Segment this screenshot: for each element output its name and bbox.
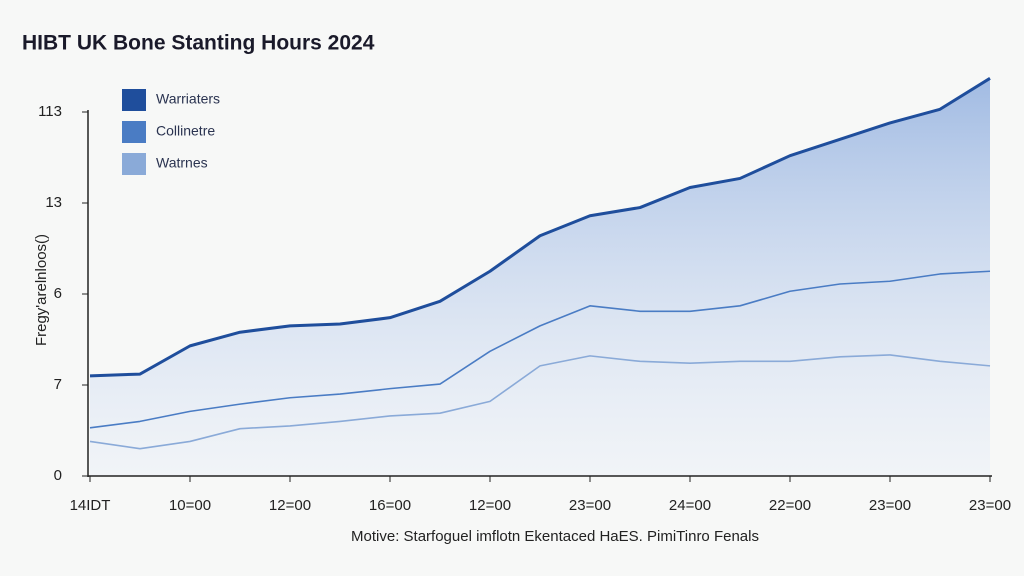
legend-label: Warriaters xyxy=(156,91,220,107)
series-line xyxy=(89,77,991,378)
y-tick-label: 13 xyxy=(45,194,62,211)
x-tick-label: 12=00 xyxy=(469,497,511,514)
x-tick-label: 14IDT xyxy=(70,497,111,514)
legend-swatch xyxy=(122,89,146,111)
chart-title: HIBT UK Bone Stanting Hours 2024 xyxy=(22,32,375,55)
y-axis-title: Fregy'arelnloos() xyxy=(33,234,50,346)
legend-swatch xyxy=(122,121,146,143)
x-tick-label: 16=00 xyxy=(369,497,411,514)
x-tick-label: 23=00 xyxy=(569,497,611,514)
legend-swatch xyxy=(122,153,146,175)
x-axis-title: Motive: Starfoguel imflotn Ekentaced HaE… xyxy=(351,528,759,545)
plot-area xyxy=(89,77,991,476)
y-tick-label: 7 xyxy=(54,376,62,393)
y-tick-label: 0 xyxy=(54,467,62,484)
legend-label: Watrnes xyxy=(156,155,208,171)
y-tick-label: 6 xyxy=(54,285,62,302)
series-line xyxy=(89,270,991,429)
x-tick-label: 23=00 xyxy=(869,497,911,514)
x-tick-label: 12=00 xyxy=(269,497,311,514)
legend-label: Collinetre xyxy=(156,123,215,139)
x-tick-label: 23=00 xyxy=(969,497,1011,514)
y-tick-label: 113 xyxy=(38,103,62,120)
legend: Warriaters Collinetre Watrnes xyxy=(122,89,220,175)
series-line xyxy=(89,354,991,450)
x-tick-label: 22=00 xyxy=(769,497,811,514)
x-tick-label: 10=00 xyxy=(169,497,211,514)
x-tick-label: 24=00 xyxy=(669,497,711,514)
area xyxy=(90,78,990,476)
